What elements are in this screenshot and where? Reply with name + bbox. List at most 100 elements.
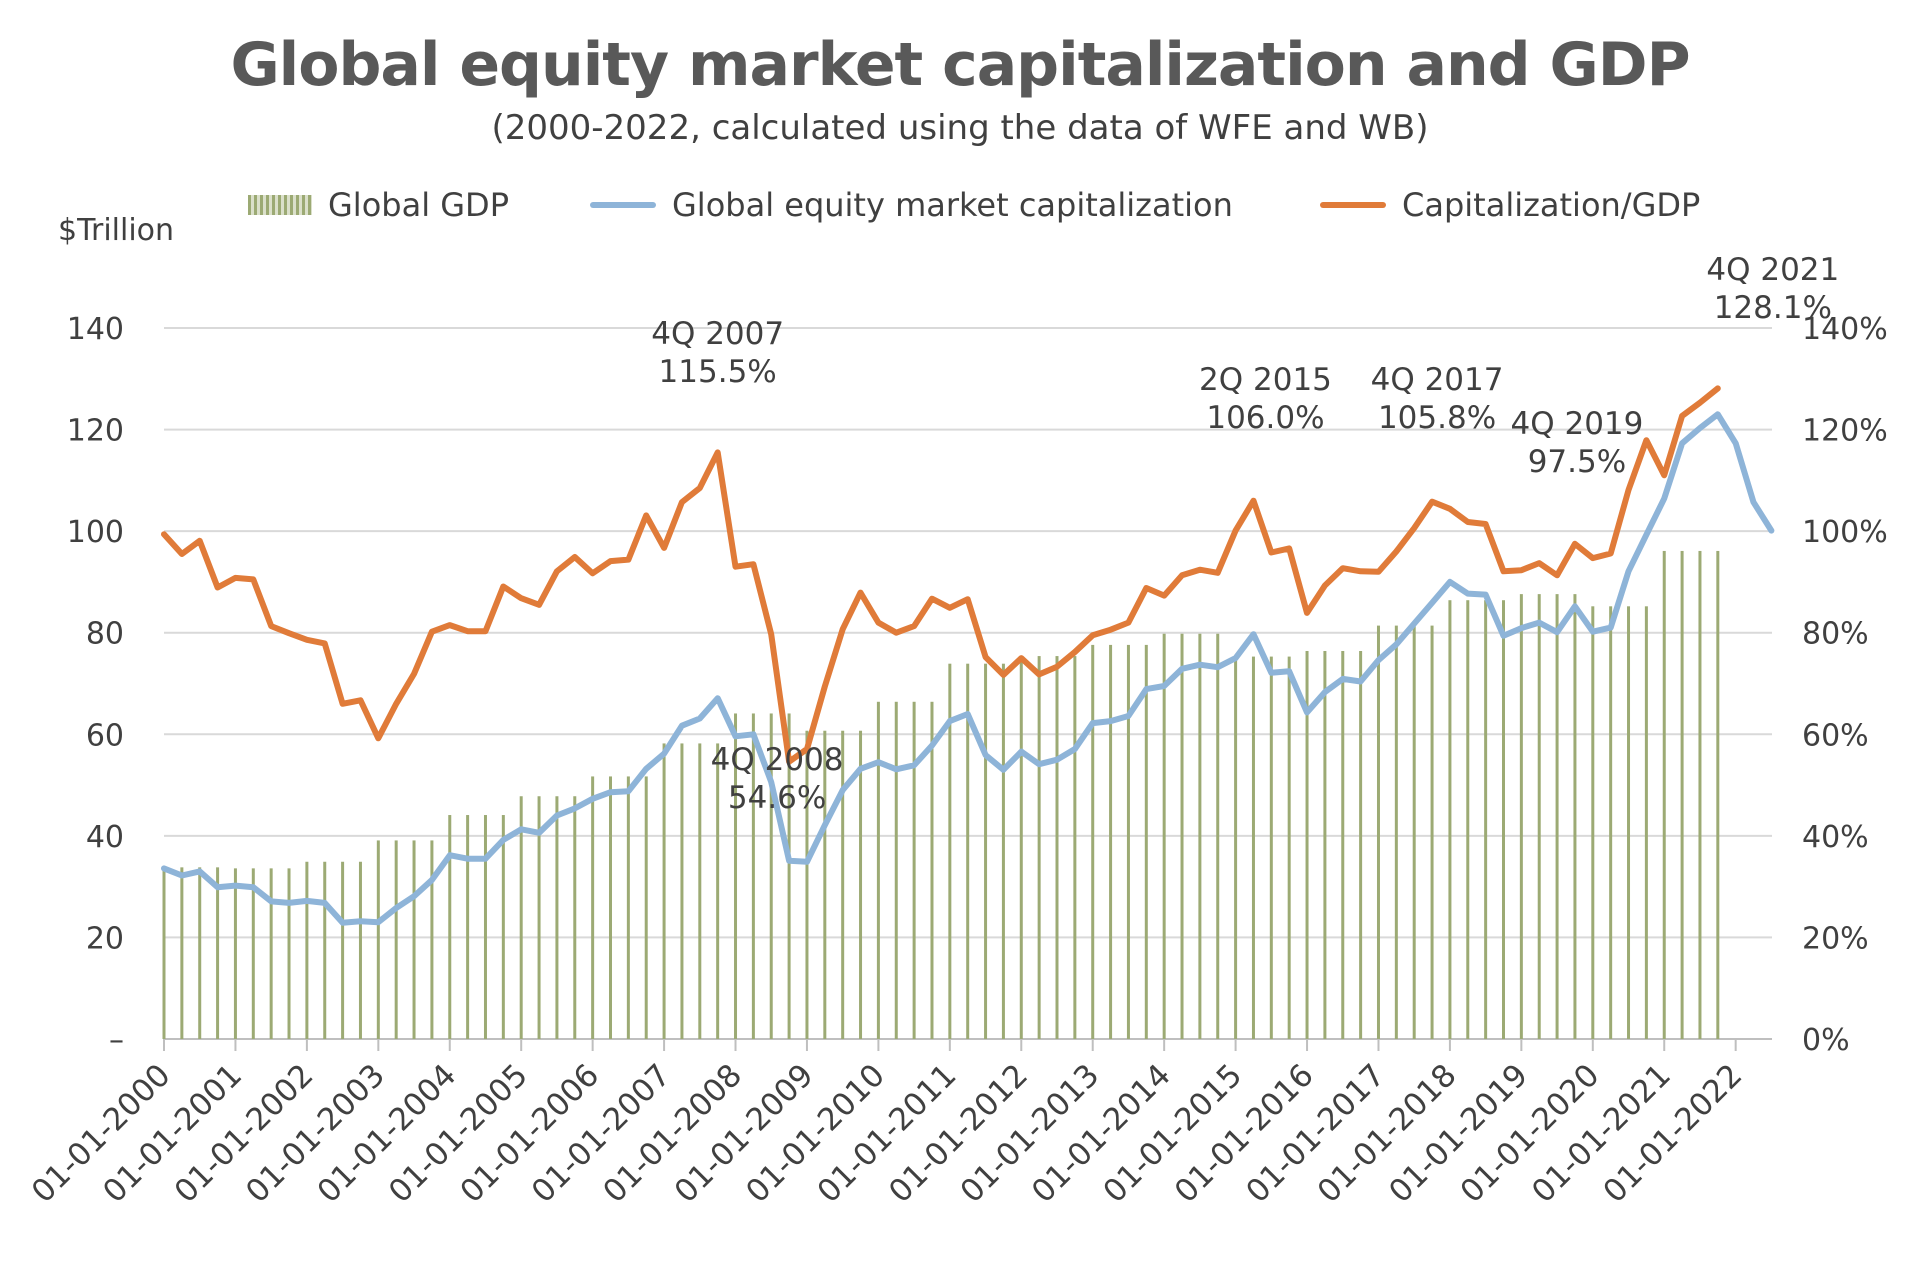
gdp-bar bbox=[841, 730, 845, 1039]
legend-item-market-cap: Global equity market capitalization bbox=[590, 186, 1233, 224]
gdp-bar bbox=[1627, 606, 1631, 1039]
gdp-bar bbox=[1430, 625, 1434, 1039]
y-tick-label: 100 bbox=[67, 515, 124, 550]
gdp-bar bbox=[376, 840, 380, 1039]
y2-tick-label: 20% bbox=[1802, 921, 1869, 956]
chart-title: Global equity market capitalization and … bbox=[230, 30, 1690, 100]
gdp-bar bbox=[233, 868, 237, 1039]
gdp-bar bbox=[198, 867, 202, 1039]
y-axis-right: 0% 20% 40% 60% 80% 100% 120% 140% bbox=[1802, 312, 1888, 1058]
legend-label-cap-gdp: Capitalization/GDP bbox=[1402, 186, 1701, 224]
gdp-bar bbox=[1394, 625, 1398, 1039]
gdp-bar bbox=[823, 730, 827, 1039]
legend-item-gdp: Global GDP bbox=[248, 186, 509, 224]
gdp-bar bbox=[1037, 656, 1041, 1039]
gdp-bar bbox=[1519, 594, 1523, 1039]
gdp-bar bbox=[644, 776, 648, 1039]
gdp-bar bbox=[501, 815, 505, 1039]
gdp-bar bbox=[662, 743, 666, 1039]
gdp-bar bbox=[859, 730, 863, 1039]
annotation-value: 106.0% bbox=[1206, 400, 1324, 436]
gdp-bar bbox=[1055, 656, 1059, 1039]
gdp-bar bbox=[1180, 633, 1184, 1039]
y-tick-label: 40 bbox=[86, 820, 124, 855]
gdp-bar bbox=[1091, 644, 1095, 1039]
y-tick-label: 140 bbox=[67, 312, 124, 347]
annotation-value: 97.5% bbox=[1528, 444, 1626, 480]
annotation-period: 4Q 2019 bbox=[1511, 406, 1644, 442]
gdp-bar bbox=[1305, 650, 1309, 1039]
gdp-bar bbox=[1662, 550, 1666, 1039]
gdp-bar bbox=[216, 867, 220, 1039]
gdp-bar bbox=[1448, 600, 1452, 1039]
gdp-bar bbox=[930, 701, 934, 1039]
gdp-bar bbox=[251, 868, 255, 1039]
gdp-bar bbox=[1269, 656, 1273, 1039]
gdp-bar bbox=[984, 663, 988, 1039]
market-cap-line bbox=[161, 411, 1775, 926]
gdp-bar bbox=[1680, 550, 1684, 1039]
gdp-bar bbox=[966, 663, 970, 1039]
gdp-bar bbox=[609, 776, 612, 1039]
gdp-bar bbox=[734, 713, 738, 1039]
gdp-bar bbox=[805, 730, 809, 1039]
gdp-bar bbox=[323, 861, 327, 1039]
y2-tick-label: 100% bbox=[1802, 515, 1888, 550]
chart-subtitle: (2000-2022, calculated using the data of… bbox=[491, 108, 1429, 148]
gdp-bar bbox=[626, 776, 630, 1039]
gdp-bar bbox=[894, 701, 898, 1039]
gdp-bar bbox=[358, 861, 362, 1039]
gdp-bar bbox=[1555, 594, 1559, 1039]
gdp-bar bbox=[537, 796, 541, 1039]
market-cap-legend-swatch bbox=[590, 202, 656, 208]
gdp-bar bbox=[430, 840, 434, 1039]
gdp-bar bbox=[948, 663, 952, 1039]
gdp-bar bbox=[787, 713, 791, 1039]
gdp-bar bbox=[180, 867, 184, 1039]
gdp-bar bbox=[448, 815, 452, 1039]
gdp-bar bbox=[1502, 600, 1505, 1039]
gdp-bar bbox=[287, 868, 291, 1039]
gdp-bar bbox=[1466, 600, 1470, 1039]
x-axis: 01-01-200001-01-200101-01-200201-01-2003… bbox=[25, 1039, 1749, 1210]
gdp-bar bbox=[1251, 656, 1255, 1039]
gdp-bar bbox=[394, 840, 398, 1039]
annotation-value: 54.6% bbox=[728, 780, 826, 816]
annotation-period: 4Q 2008 bbox=[711, 742, 844, 778]
gdp-bar bbox=[1376, 625, 1380, 1039]
gdp-bar bbox=[1644, 606, 1648, 1039]
gdp-bar bbox=[466, 815, 470, 1039]
gdp-bar bbox=[412, 840, 416, 1039]
annotation-period: 4Q 2017 bbox=[1371, 362, 1504, 398]
gdp-bar bbox=[1341, 650, 1345, 1039]
gdp-bar bbox=[269, 868, 273, 1039]
gdp-bar bbox=[1591, 606, 1595, 1039]
gdp-bar bbox=[1716, 550, 1720, 1039]
gdp-bar bbox=[483, 815, 487, 1039]
gdp-bar bbox=[591, 776, 595, 1039]
gdp-bar bbox=[1198, 633, 1202, 1039]
gdp-bar bbox=[555, 796, 559, 1039]
y-axis-left: – 20 40 60 80 100 120 140 bbox=[67, 312, 124, 1058]
gdp-legend-swatch bbox=[248, 195, 312, 215]
gdp-bar bbox=[1359, 650, 1363, 1039]
gdp-bar bbox=[1126, 644, 1130, 1039]
gdp-bar bbox=[1216, 633, 1220, 1039]
y-axis-label: $Trillion bbox=[58, 213, 174, 248]
gdp-bar bbox=[1144, 644, 1148, 1039]
cap-gdp-legend-swatch bbox=[1320, 202, 1386, 208]
annotation-period: 4Q 2007 bbox=[651, 316, 784, 352]
legend-item-cap-gdp: Capitalization/GDP bbox=[1320, 186, 1700, 224]
gdp-bar bbox=[1412, 625, 1416, 1039]
y2-tick-label: 80% bbox=[1802, 617, 1869, 652]
gdp-bar bbox=[1698, 550, 1702, 1039]
gdp-bar bbox=[1323, 650, 1327, 1039]
y-tick-label: 60 bbox=[86, 718, 124, 753]
gdp-bar bbox=[1001, 663, 1005, 1039]
y-tick-label: 20 bbox=[86, 921, 124, 956]
gdp-bar bbox=[305, 861, 309, 1039]
y2-tick-label: 120% bbox=[1802, 414, 1888, 449]
y2-tick-label: 0% bbox=[1802, 1023, 1850, 1058]
